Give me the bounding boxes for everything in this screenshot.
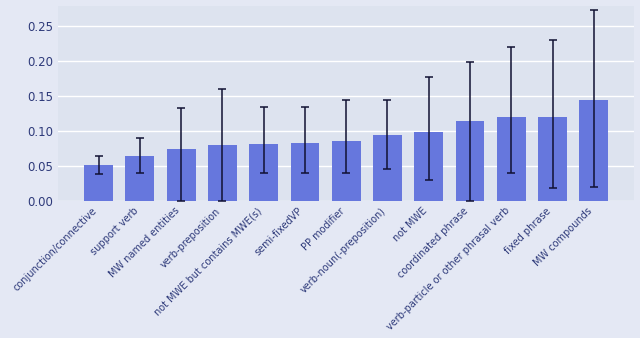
Bar bbox=[332, 141, 361, 201]
Bar bbox=[208, 145, 237, 201]
Bar bbox=[167, 148, 196, 201]
Bar bbox=[84, 165, 113, 201]
Bar bbox=[291, 143, 319, 201]
Bar bbox=[125, 155, 154, 201]
Bar bbox=[456, 121, 484, 201]
Bar bbox=[414, 132, 443, 201]
Bar bbox=[497, 117, 525, 201]
Bar bbox=[249, 144, 278, 201]
Bar bbox=[579, 100, 608, 201]
Bar bbox=[538, 117, 567, 201]
Bar bbox=[373, 135, 402, 201]
